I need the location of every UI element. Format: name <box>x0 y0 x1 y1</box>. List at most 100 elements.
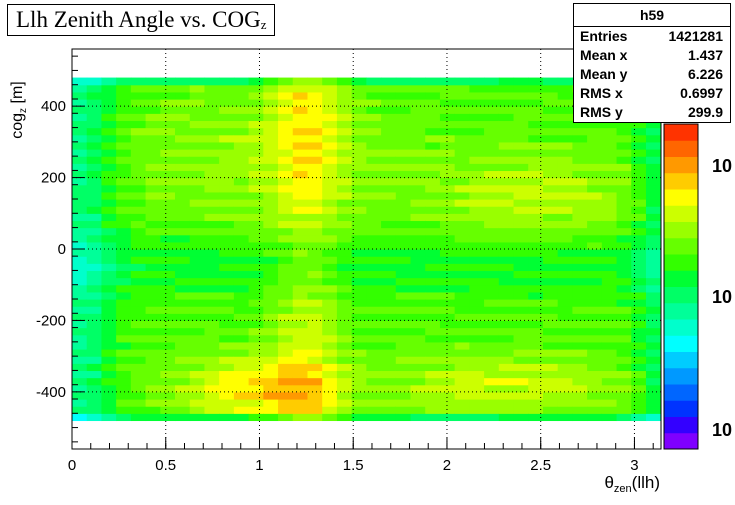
heatmap-cell <box>292 191 309 200</box>
heatmap-cell <box>425 320 441 329</box>
heatmap-cell <box>351 199 367 207</box>
heatmap-cell <box>542 91 559 100</box>
heatmap-cell <box>645 206 662 214</box>
heatmap-cell <box>336 156 353 164</box>
heatmap-cell <box>101 249 117 257</box>
heatmap-cell <box>542 384 559 393</box>
heatmap-cell <box>278 399 294 407</box>
heatmap-cell <box>233 356 250 364</box>
heatmap-cell <box>454 377 470 386</box>
heatmap-cell <box>175 213 191 222</box>
heatmap-cell <box>351 220 367 229</box>
heatmap-cell <box>395 184 412 193</box>
heatmap-cell <box>410 206 426 214</box>
heatmap-cell <box>631 170 647 179</box>
heatmap-cell <box>189 334 206 343</box>
heatmap-cell <box>278 149 294 157</box>
heatmap-cell <box>616 349 632 357</box>
heatmap-cell <box>145 84 161 93</box>
heatmap-cell <box>616 156 632 164</box>
heatmap-cell <box>498 220 515 229</box>
heatmap-cell <box>542 206 559 214</box>
heatmap-cell <box>351 191 367 200</box>
heatmap-cell <box>381 99 397 107</box>
heatmap-cell <box>278 256 294 264</box>
heatmap-cell <box>145 270 161 279</box>
heatmap-cell <box>292 156 309 164</box>
chart-title: Llh Zenith Angle vs. COG z <box>7 4 276 36</box>
heatmap-cell <box>645 377 662 386</box>
heatmap-cell <box>395 227 412 236</box>
heatmap-cell <box>469 391 485 400</box>
heatmap-cell <box>410 384 426 393</box>
palette-swatch <box>664 319 698 336</box>
heatmap-cell <box>484 156 500 164</box>
heatmap-cell <box>395 234 412 243</box>
heatmap-cell <box>469 363 485 372</box>
heatmap-cell <box>219 334 235 343</box>
heatmap-cell <box>381 256 397 264</box>
heatmap-cell <box>189 363 206 372</box>
heatmap-cell <box>454 270 470 279</box>
heatmap-cell <box>263 363 279 372</box>
heatmap-cell <box>410 177 426 186</box>
heatmap-cell <box>72 356 88 364</box>
heatmap-cell <box>292 363 309 372</box>
heatmap-cell <box>557 277 573 286</box>
heatmap-cell <box>513 120 529 129</box>
heatmap-cell <box>587 406 603 414</box>
heatmap-cell <box>601 141 618 150</box>
heatmap-cell <box>145 327 161 336</box>
heatmap-cell <box>410 77 426 86</box>
heatmap-cell <box>557 77 573 86</box>
heatmap-cell <box>278 334 294 343</box>
heatmap-cell <box>219 291 235 300</box>
heatmap-cell <box>189 177 206 186</box>
heatmap-cell <box>528 106 544 114</box>
heatmap-cell <box>469 256 485 264</box>
heatmap-cell <box>116 249 132 257</box>
heatmap-cell <box>336 134 353 143</box>
heatmap-cell <box>542 84 559 93</box>
heatmap-cell <box>263 141 279 150</box>
heatmap-cell <box>381 113 397 122</box>
heatmap-cell <box>248 106 264 114</box>
heatmap-cell <box>86 320 103 329</box>
heatmap-cell <box>572 349 588 357</box>
heatmap-cell <box>219 377 235 386</box>
heatmap-cell <box>410 291 426 300</box>
heatmap-cell <box>616 299 632 307</box>
x-tick-label: 2.5 <box>530 457 551 474</box>
heatmap-cell <box>145 391 161 400</box>
heatmap-cell <box>322 277 338 286</box>
heatmap-cell <box>587 149 603 157</box>
heatmap-cell <box>307 391 323 400</box>
heatmap-cell <box>410 399 426 407</box>
heatmap-cell <box>263 384 279 393</box>
heatmap-cell <box>381 227 397 236</box>
heatmap-cell <box>366 270 382 279</box>
heatmap-cell <box>557 127 573 136</box>
heatmap-cell <box>204 291 220 300</box>
heatmap-cell <box>395 241 412 250</box>
palette-swatch <box>664 432 698 450</box>
heatmap-cell <box>439 127 456 136</box>
stats-row: RMS x 0.6997 <box>574 84 730 103</box>
heatmap-cell <box>381 163 397 172</box>
heatmap-cell <box>381 320 397 329</box>
heatmap-cell <box>351 299 367 307</box>
heatmap-cell <box>631 256 647 264</box>
heatmap-cell <box>233 406 250 414</box>
heatmap-cell <box>631 234 647 243</box>
heatmap-cell <box>616 341 632 350</box>
heatmap-cell <box>72 170 88 179</box>
heatmap-cell <box>601 356 618 364</box>
heatmap-cell <box>189 320 206 329</box>
heatmap-cell <box>160 127 176 136</box>
heatmap-cell <box>484 320 500 329</box>
heatmap-cell <box>557 134 573 143</box>
heatmap-cell <box>278 84 294 93</box>
heatmap-cell <box>542 406 559 414</box>
heatmap-cell <box>72 220 88 229</box>
heatmap-cell <box>528 141 544 150</box>
